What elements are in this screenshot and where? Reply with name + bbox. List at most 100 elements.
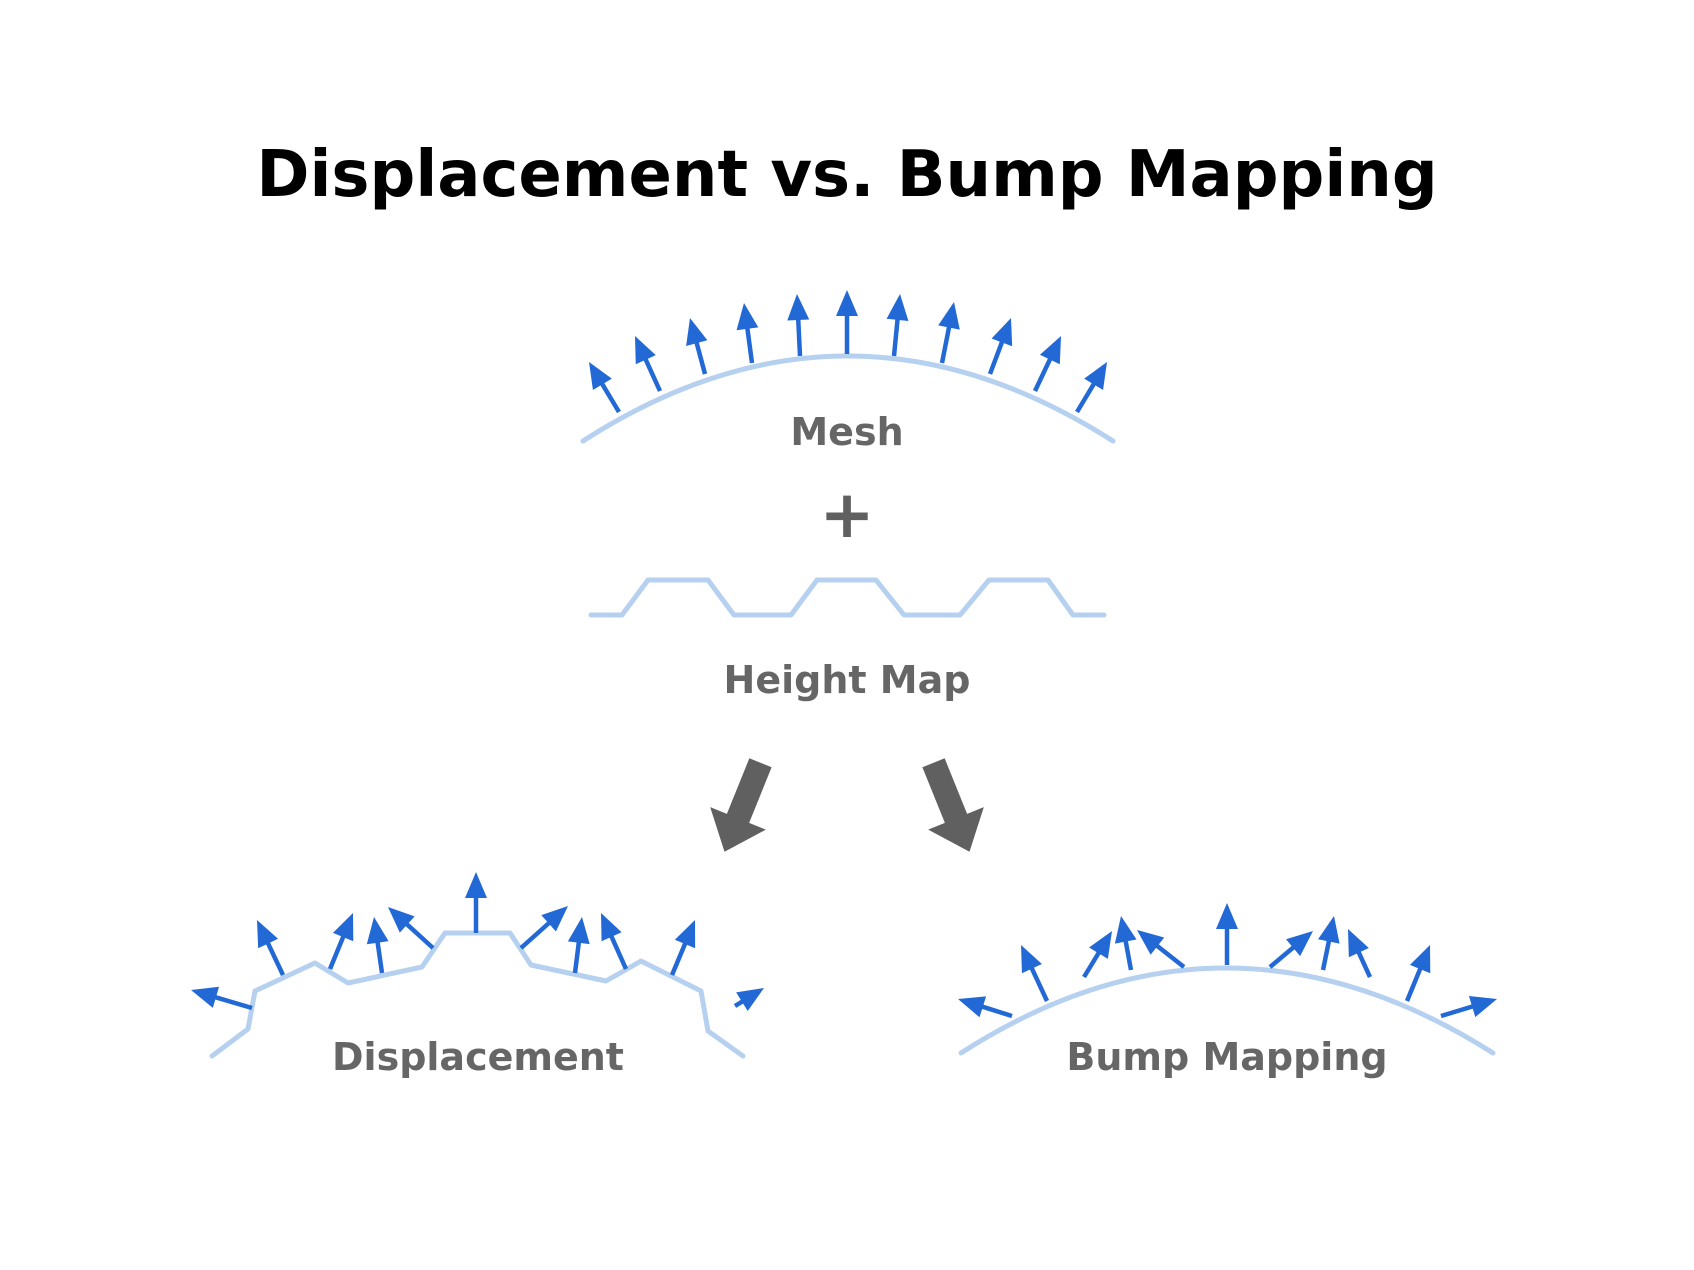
arrow-up-icon bbox=[1021, 945, 1050, 1002]
flow-arrows bbox=[710, 758, 984, 852]
page-title: Displacement vs. Bump Mapping bbox=[256, 138, 1437, 212]
mesh-normal-shaft bbox=[599, 381, 621, 414]
arrow-up-icon bbox=[886, 294, 909, 357]
arrow-up-icon bbox=[836, 290, 858, 354]
arrow-up-icon bbox=[686, 318, 708, 375]
height-map-curve bbox=[588, 577, 1107, 618]
bump-normal-shaft bbox=[1154, 943, 1186, 969]
arrow-up-icon bbox=[1114, 916, 1137, 971]
disp-normal-head bbox=[465, 872, 487, 898]
arrow-up-icon bbox=[1268, 931, 1313, 969]
mesh-normal-head bbox=[686, 318, 708, 346]
arrow-up-icon bbox=[1032, 336, 1061, 392]
disp-normal-shaft bbox=[404, 921, 435, 950]
height-map-diagram: Height Map bbox=[588, 577, 1107, 702]
bump-normal-head bbox=[1216, 903, 1238, 929]
arrow-up-icon bbox=[787, 294, 810, 357]
arrow-up-icon bbox=[388, 907, 435, 950]
mesh-normal-head bbox=[938, 302, 960, 330]
bump-normal-head bbox=[958, 996, 987, 1018]
disp-normal-shaft bbox=[327, 934, 346, 970]
arrow-down-right-icon bbox=[922, 758, 984, 852]
arrow-up-icon bbox=[366, 917, 389, 974]
plus-operator: + bbox=[819, 476, 874, 553]
mesh-normal-shaft bbox=[642, 356, 663, 392]
mesh-label: Mesh bbox=[790, 410, 903, 454]
arrow-up-icon bbox=[1137, 930, 1186, 969]
arrow-up-icon bbox=[191, 986, 253, 1011]
arrow-up-icon bbox=[589, 362, 621, 414]
mesh-normal-shaft bbox=[1075, 381, 1097, 414]
arrow-up-icon bbox=[1404, 945, 1431, 1002]
bump-normal-head bbox=[1286, 931, 1313, 957]
arrow-up-icon bbox=[1440, 996, 1497, 1019]
arrow-up-icon bbox=[1075, 362, 1107, 414]
disp-normal-shaft bbox=[213, 994, 253, 1011]
mesh-normal-shaft bbox=[1032, 356, 1053, 392]
bump-mapping-surface-curve bbox=[958, 965, 1496, 1056]
mesh-normal-head bbox=[635, 336, 656, 365]
arrow-up-icon bbox=[601, 913, 629, 970]
arrow-up-icon bbox=[327, 913, 354, 970]
arrow-up-icon bbox=[465, 872, 487, 933]
bump-normal-shaft bbox=[1355, 949, 1373, 978]
disp-normal-shaft bbox=[519, 920, 552, 950]
displacement-label: Displacement bbox=[332, 1035, 624, 1079]
arrow-up-icon bbox=[736, 303, 759, 364]
disp-normal-head bbox=[388, 907, 415, 933]
mesh-surface-curve bbox=[580, 353, 1116, 444]
mesh-normal-head bbox=[1039, 336, 1061, 365]
bump-normal-shaft bbox=[980, 1004, 1013, 1019]
displacement-normals bbox=[191, 872, 764, 1012]
disp-normal-head bbox=[567, 917, 590, 945]
mesh-normal-shaft bbox=[694, 340, 708, 375]
mesh-normal-shaft bbox=[744, 326, 755, 364]
disp-normal-shaft bbox=[265, 940, 286, 976]
arrow-up-icon bbox=[635, 336, 663, 392]
disp-normal-head bbox=[257, 920, 279, 949]
disp-normal-head bbox=[191, 986, 220, 1008]
bump-normal-head bbox=[1021, 945, 1042, 974]
arrow-up-icon bbox=[669, 920, 696, 976]
mesh-normal-shaft bbox=[939, 325, 952, 364]
height-map-label: Height Map bbox=[724, 658, 971, 702]
mesh-normal-head bbox=[1084, 362, 1107, 390]
arrow-up-icon bbox=[519, 906, 568, 950]
mesh-normal-head bbox=[736, 303, 759, 331]
bump-normal-head bbox=[1089, 931, 1112, 959]
arrow-up-icon bbox=[938, 302, 960, 364]
bump-normal-shaft bbox=[1320, 939, 1332, 971]
bump-normal-head bbox=[1137, 930, 1165, 955]
disp-normal-head bbox=[541, 906, 568, 932]
mesh-normal-head bbox=[886, 294, 909, 321]
arrow-up-icon bbox=[733, 988, 764, 1012]
disp-normal-shaft bbox=[608, 933, 629, 970]
bump-normal-shaft bbox=[1268, 944, 1297, 969]
disp-normal-head bbox=[736, 988, 764, 1012]
disp-normal-head bbox=[601, 913, 622, 942]
mesh-normal-head bbox=[836, 290, 858, 316]
disp-normal-head bbox=[366, 917, 389, 945]
mesh-normal-shaft bbox=[891, 317, 900, 357]
arrow-up-icon bbox=[1348, 929, 1373, 978]
bump-mapping-label: Bump Mapping bbox=[1066, 1035, 1387, 1079]
arrow-up-icon bbox=[1082, 931, 1112, 979]
bump-normal-head bbox=[1409, 945, 1431, 974]
mesh-normal-head bbox=[589, 362, 612, 390]
mesh-normal-head bbox=[991, 318, 1013, 347]
disp-normal-head bbox=[674, 920, 696, 949]
bump-normal-shaft bbox=[1404, 966, 1423, 1002]
displacement-diagram: Displacement bbox=[191, 872, 764, 1079]
bump-normal-shaft bbox=[1440, 1003, 1475, 1019]
bump-mapping-normals bbox=[958, 903, 1497, 1019]
bump-normal-head bbox=[1318, 916, 1340, 944]
mesh-normal-shaft bbox=[987, 339, 1005, 375]
bump-normal-head bbox=[1468, 996, 1497, 1018]
bump-normal-shaft bbox=[1123, 939, 1134, 971]
arrow-up-icon bbox=[958, 996, 1013, 1019]
arrow-up-icon bbox=[567, 917, 590, 974]
mesh-normals bbox=[589, 290, 1107, 414]
bump-normal-head bbox=[1348, 929, 1369, 958]
disp-normal-shaft bbox=[375, 940, 385, 974]
